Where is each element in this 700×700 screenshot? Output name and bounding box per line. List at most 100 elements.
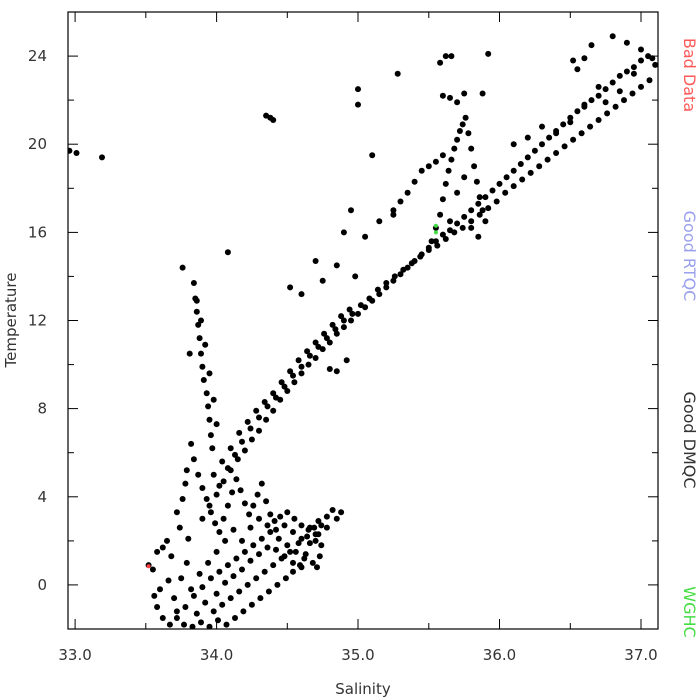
point-0-152 (291, 379, 298, 386)
point-0-372 (602, 99, 609, 106)
point-0-102 (261, 568, 268, 575)
point-0-71 (292, 548, 299, 555)
point-0-184 (517, 161, 524, 167)
point-0-190 (560, 121, 567, 128)
point-0-298 (428, 238, 435, 245)
point-0-206 (232, 451, 238, 458)
point-0-361 (567, 119, 574, 126)
point-0-175 (454, 220, 461, 227)
point-0-30 (207, 509, 214, 516)
point-0-194 (588, 97, 595, 104)
point-0-48 (291, 515, 298, 522)
point-0-165 (383, 284, 390, 291)
point-0-249 (595, 117, 602, 123)
point-0-181 (496, 180, 503, 187)
point-0-173 (439, 231, 446, 238)
point-0-257 (219, 458, 226, 465)
point-0-351 (340, 229, 347, 236)
point-0-120 (290, 559, 296, 566)
point-2-1 (433, 230, 438, 235)
point-0-283 (207, 432, 214, 439)
point-0-91 (215, 617, 221, 624)
point-0-197 (609, 79, 616, 86)
point-0-54 (329, 507, 336, 513)
point-0-199 (623, 68, 630, 75)
point-0-269 (321, 330, 328, 337)
point-0-327 (468, 224, 475, 231)
point-0-62 (216, 568, 223, 575)
point-1-0 (146, 564, 151, 569)
point-0-5 (154, 548, 161, 555)
point-0-20 (176, 524, 183, 531)
point-0-77 (315, 531, 322, 538)
point-0-154 (305, 361, 312, 368)
point-0-276 (196, 335, 203, 342)
point-0-359 (539, 123, 545, 130)
point-0-125 (213, 548, 220, 555)
point-0-353 (352, 273, 359, 280)
point-0-141 (213, 491, 220, 498)
point-0-160 (348, 317, 354, 324)
point-0-274 (193, 308, 200, 315)
point-0-107 (304, 533, 311, 540)
point-0-16 (171, 595, 178, 602)
point-0-64 (233, 555, 240, 562)
point-0-348 (319, 277, 326, 284)
point-0-303 (445, 167, 452, 174)
point-0-262 (261, 399, 268, 405)
y-tick-label: 24 (28, 47, 47, 65)
point-0-256 (210, 471, 217, 478)
point-0-264 (278, 379, 285, 386)
point-0-258 (227, 445, 234, 452)
point-0-271 (338, 313, 345, 320)
point-0-196 (602, 86, 609, 93)
point-0-49 (298, 522, 305, 529)
point-0-82 (290, 568, 296, 575)
point-0-364 (570, 57, 577, 64)
point-0-275 (195, 321, 202, 328)
point-0-306 (454, 136, 461, 143)
point-0-342 (348, 207, 354, 214)
point-0-314 (476, 194, 483, 201)
point-0-309 (462, 114, 469, 121)
point-0-318 (425, 163, 432, 170)
point-0-213 (290, 372, 296, 379)
point-0-113 (230, 573, 237, 580)
point-0-14 (166, 621, 173, 628)
point-0-344 (376, 218, 383, 225)
point-0-232 (451, 229, 458, 236)
point-0-151 (284, 388, 291, 394)
point-0-73 (309, 559, 316, 566)
point-0-292 (179, 264, 186, 271)
point-0-67 (258, 535, 265, 542)
point-0-109 (193, 610, 200, 617)
point-0-301 (439, 196, 446, 203)
point-0-8 (168, 553, 175, 560)
point-0-164 (376, 291, 383, 298)
point-0-255 (646, 77, 653, 84)
point-0-222 (366, 295, 373, 302)
point-0-112 (222, 579, 229, 586)
point-0-34 (224, 502, 231, 509)
point-0-87 (248, 601, 255, 608)
point-0-133 (281, 522, 288, 529)
point-0-267 (304, 348, 311, 355)
x-tick-label: 37.0 (624, 646, 657, 664)
point-0-343 (362, 233, 369, 240)
point-0-153 (298, 370, 305, 377)
point-0-308 (459, 121, 466, 128)
point-0-65 (241, 548, 248, 555)
point-0-207 (239, 438, 245, 445)
point-0-58 (182, 604, 189, 610)
y-tick-label: 0 (37, 576, 47, 594)
point-0-86 (257, 595, 264, 602)
point-0-176 (461, 213, 468, 220)
point-0-178 (475, 200, 482, 207)
point-0-69 (275, 535, 282, 542)
point-2-0 (433, 223, 438, 228)
point-0-230 (434, 242, 441, 249)
point-0-328 (475, 233, 482, 240)
legend-item-bad-data: Bad Data (680, 38, 699, 112)
point-0-129 (247, 524, 254, 531)
point-0-253 (629, 90, 636, 97)
